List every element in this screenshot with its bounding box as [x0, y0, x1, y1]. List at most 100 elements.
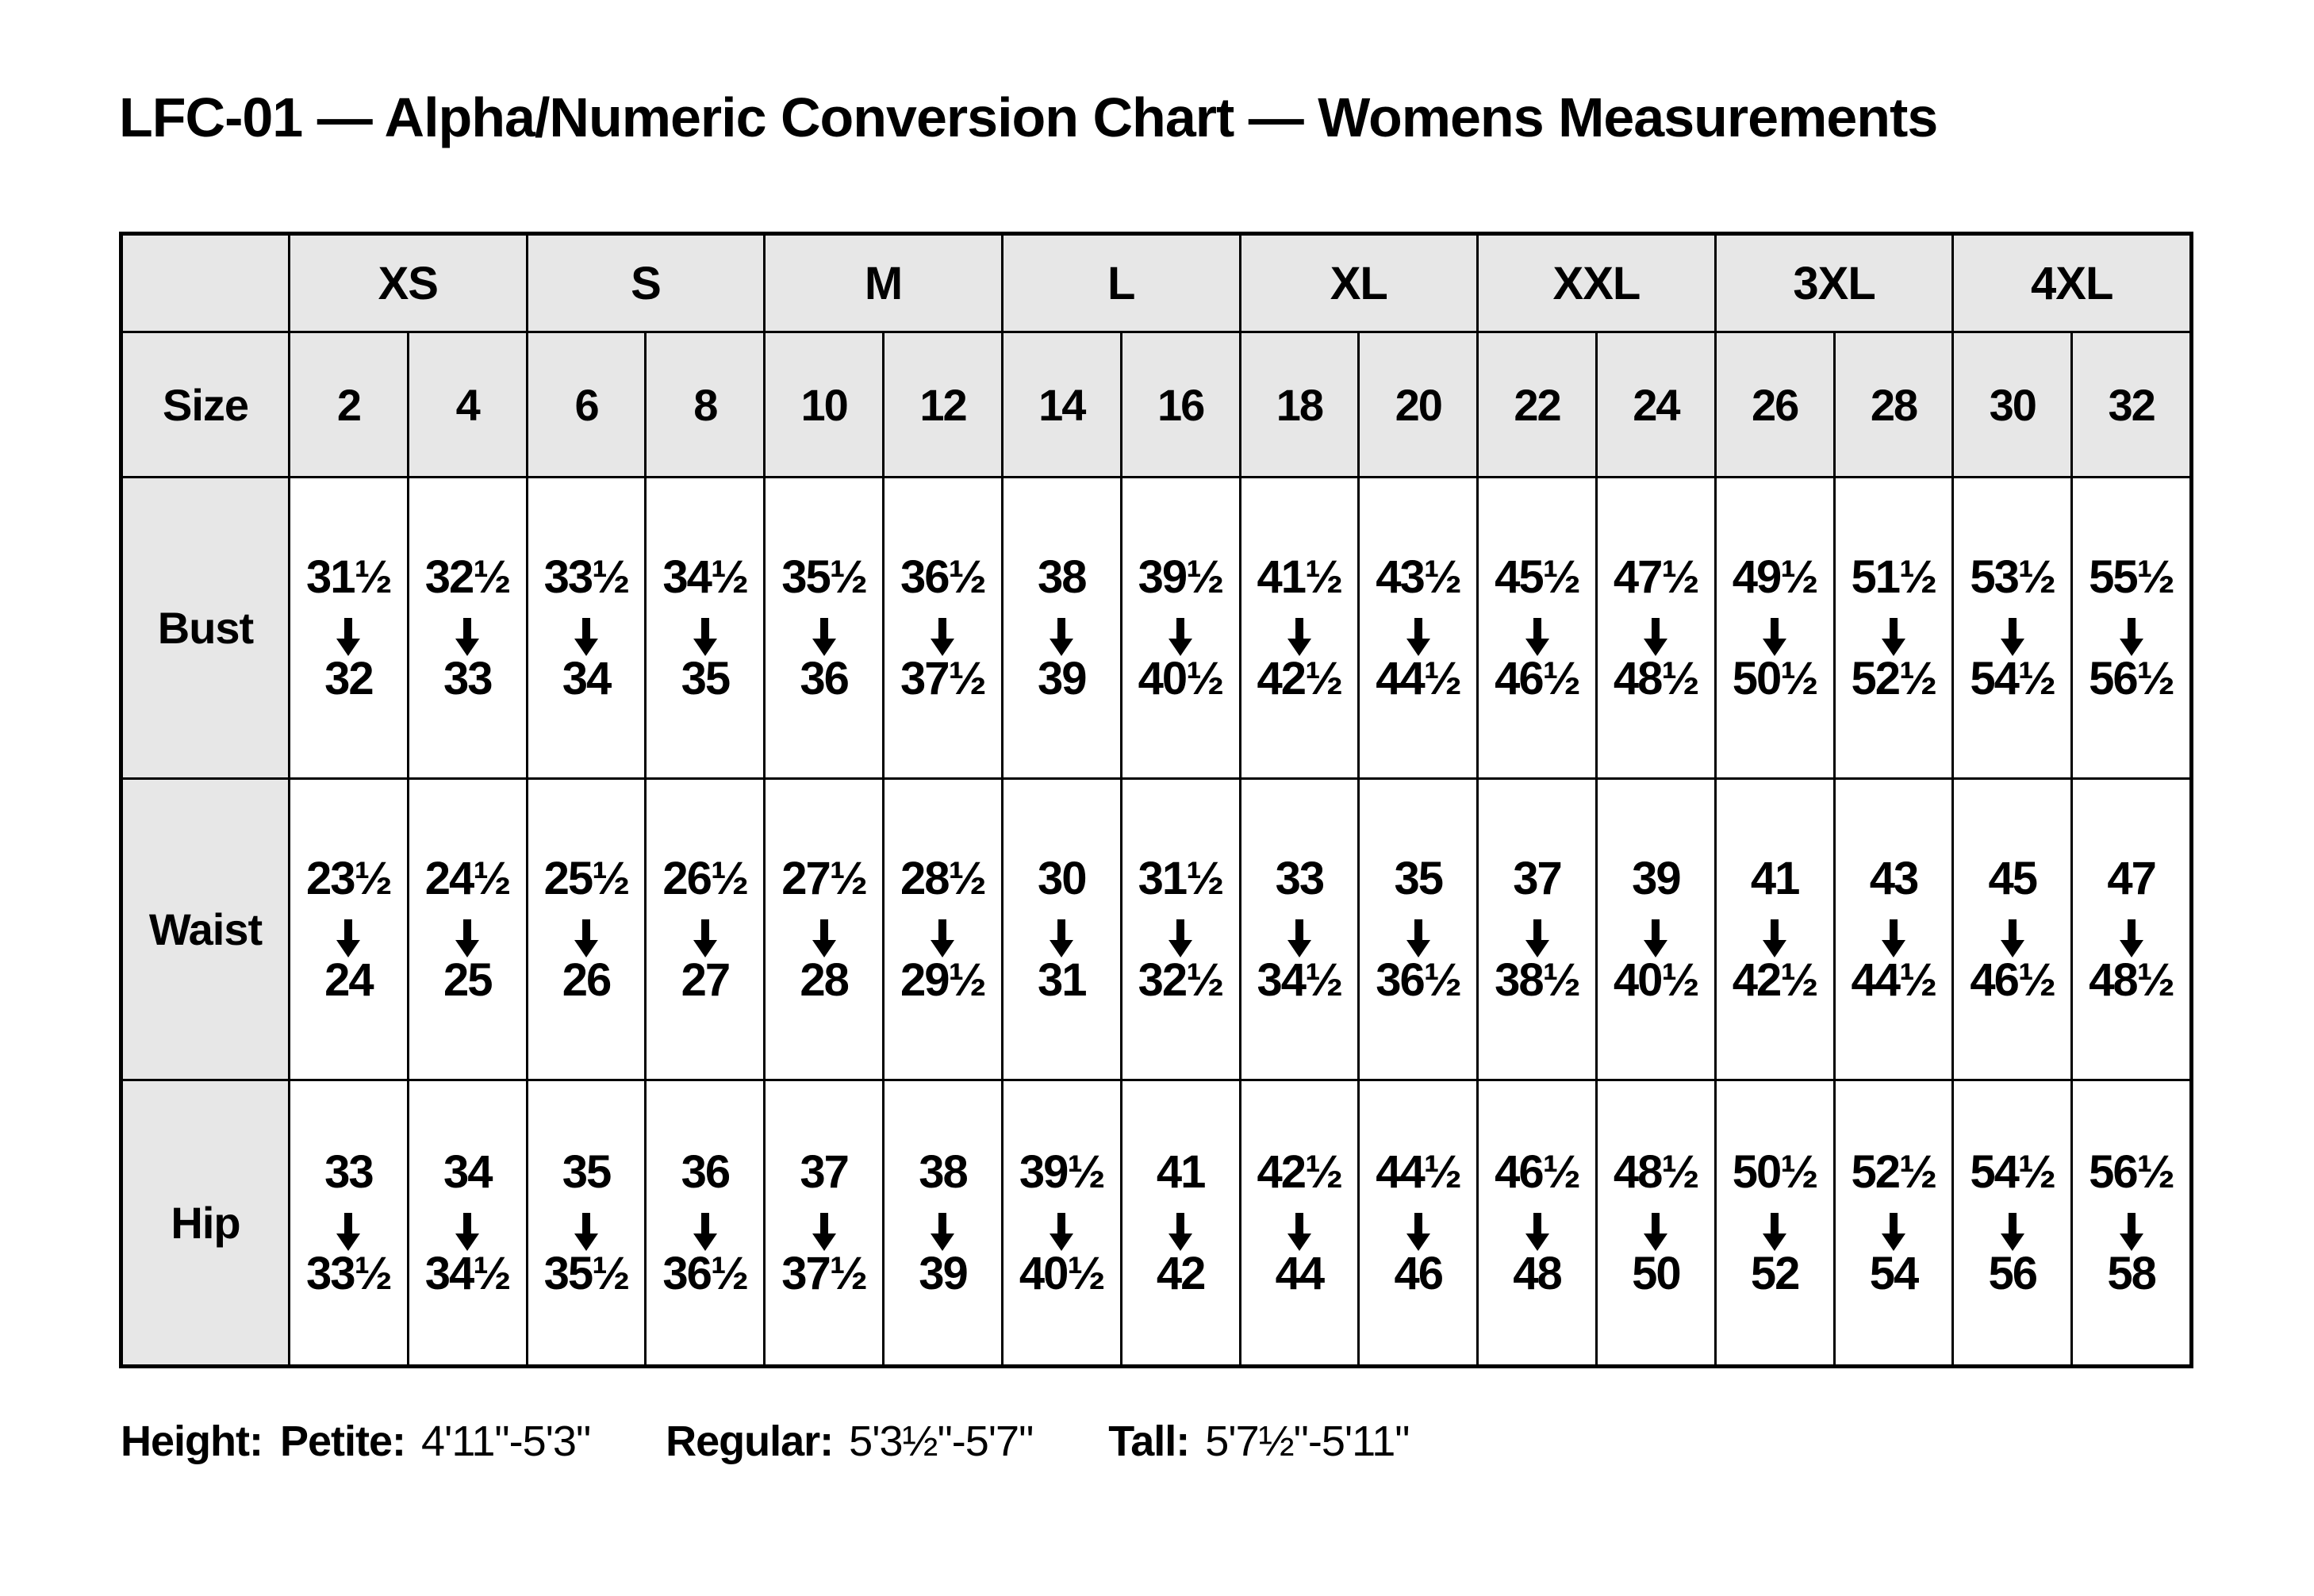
- range-from: 24½: [424, 852, 512, 904]
- measurement-range-cell: 53½ 54½: [1951, 476, 2071, 777]
- range-to: 50: [1632, 1247, 1681, 1299]
- range-to: 46½: [1970, 953, 2056, 1006]
- down-arrow-icon: [1414, 919, 1422, 940]
- alpha-size-header: 3XL: [1713, 236, 1952, 331]
- range-from: 37: [800, 1145, 849, 1198]
- range-from: 37: [1513, 852, 1562, 904]
- down-arrow-icon: [700, 919, 709, 940]
- down-arrow-icon: [582, 1212, 591, 1233]
- range-from: 33: [1275, 852, 1325, 904]
- range-from: 39½: [1019, 1145, 1106, 1198]
- range-from: 32½: [424, 551, 512, 603]
- measurement-range-cell: 30 31: [1000, 777, 1120, 1079]
- range-to: 56: [1988, 1247, 2038, 1299]
- range-to: 34½: [1257, 953, 1343, 1006]
- range-from: 26½: [662, 852, 749, 904]
- measurement-range-cell: 31½ 32½: [1119, 777, 1239, 1079]
- numeric-size-header: 28: [1832, 331, 1952, 476]
- range-to: 29½: [900, 953, 987, 1006]
- alpha-size-header: XS: [288, 236, 526, 331]
- range-from: 27½: [781, 852, 868, 904]
- range-to: 36: [800, 652, 849, 704]
- range-from: 25½: [543, 852, 631, 904]
- down-arrow-icon: [463, 919, 472, 940]
- numeric-size-header: 24: [1594, 331, 1714, 476]
- measurement-range-cell: 42½ 44: [1238, 1079, 1358, 1364]
- range-from: 33½: [543, 551, 631, 603]
- down-arrow-icon: [700, 617, 709, 639]
- range-to: 26: [562, 953, 612, 1006]
- range-from: 35: [1394, 852, 1443, 904]
- range-from: 43½: [1376, 551, 1462, 603]
- down-arrow-icon: [2127, 919, 2136, 940]
- measurement-range-cell: 38 39: [882, 1079, 1001, 1364]
- numeric-size-header: 22: [1476, 331, 1595, 476]
- measurement-range-cell: 51½ 52½: [1832, 476, 1952, 777]
- down-arrow-icon: [1533, 919, 1541, 940]
- measurement-range-cell: 48½ 50: [1594, 1079, 1714, 1364]
- down-arrow-icon: [463, 617, 472, 639]
- down-arrow-icon: [344, 1212, 353, 1233]
- down-arrow-icon: [819, 1212, 828, 1233]
- numeric-size-header: 26: [1713, 331, 1833, 476]
- range-from: 41: [1750, 852, 1800, 904]
- measurement-range-cell: 49½ 50½: [1713, 476, 1833, 777]
- range-to: 40½: [1613, 953, 1700, 1006]
- alpha-size-header: L: [1000, 236, 1239, 331]
- measurement-range-cell: 34 34½: [406, 1079, 526, 1364]
- measurement-row-label: Bust: [123, 476, 288, 777]
- numeric-size-header: 30: [1951, 331, 2071, 476]
- range-from: 50½: [1732, 1145, 1819, 1198]
- range-to: 42½: [1732, 953, 1819, 1006]
- range-to: 32: [324, 652, 374, 704]
- range-to: 48½: [2089, 953, 2175, 1006]
- range-to: 42½: [1257, 652, 1343, 704]
- measurement-range-cell: 44½ 46: [1357, 1079, 1477, 1364]
- range-to: 27: [681, 953, 731, 1006]
- range-from: 38: [919, 1145, 968, 1198]
- measurement-range-cell: 52½ 54: [1832, 1079, 1952, 1364]
- down-arrow-icon: [1889, 919, 1898, 940]
- range-to: 48: [1513, 1247, 1562, 1299]
- down-arrow-icon: [938, 1212, 947, 1233]
- down-arrow-icon: [1889, 617, 1898, 639]
- down-arrow-icon: [1652, 919, 1660, 940]
- down-arrow-icon: [344, 617, 353, 639]
- measurement-range-cell: 39 40½: [1594, 777, 1714, 1079]
- measurement-range-cell: 55½ 56½: [2070, 476, 2189, 777]
- measurement-range-cell: 54½ 56: [1951, 1079, 2071, 1364]
- range-to: 39: [1038, 652, 1087, 704]
- range-from: 41: [1156, 1145, 1206, 1198]
- measurement-range-cell: 33 34½: [1238, 777, 1358, 1079]
- measurement-range-cell: 43½ 44½: [1357, 476, 1477, 777]
- range-to: 44½: [1851, 953, 1938, 1006]
- range-from: 52½: [1851, 1145, 1938, 1198]
- measurement-range-cell: 45 46½: [1951, 777, 2071, 1079]
- range-to: 40½: [1138, 652, 1225, 704]
- height-entry-regular: Regular: 5'3½"-5'7": [666, 1417, 1034, 1466]
- numeric-size-header: 10: [763, 331, 883, 476]
- range-to: 38½: [1495, 953, 1581, 1006]
- range-to: 37½: [900, 652, 987, 704]
- tall-range: 5'7½"-5'11": [1205, 1418, 1410, 1465]
- range-from: 33: [324, 1145, 374, 1198]
- range-to: 56½: [2089, 652, 2175, 704]
- range-from: 42½: [1257, 1145, 1343, 1198]
- measurement-row-label: Waist: [123, 777, 288, 1079]
- range-to: 52½: [1851, 652, 1938, 704]
- alpha-size-header: XXL: [1476, 236, 1714, 331]
- range-to: 42: [1156, 1247, 1206, 1299]
- down-arrow-icon: [1295, 1212, 1303, 1233]
- tall-label: Tall:: [1108, 1418, 1190, 1465]
- measurement-range-cell: 27½ 28: [763, 777, 883, 1079]
- petite-range: 4'11"-5'3": [421, 1418, 591, 1465]
- measurement-range-cell: 31½ 32: [288, 476, 407, 777]
- range-to: 31: [1038, 953, 1087, 1006]
- measurement-range-cell: 38 39: [1000, 476, 1120, 777]
- down-arrow-icon: [1771, 1212, 1779, 1233]
- measurement-range-cell: 56½ 58: [2070, 1079, 2189, 1364]
- range-from: 34½: [662, 551, 749, 603]
- down-arrow-icon: [1652, 1212, 1660, 1233]
- range-to: 34½: [424, 1247, 512, 1299]
- numeric-size-header: 4: [406, 331, 526, 476]
